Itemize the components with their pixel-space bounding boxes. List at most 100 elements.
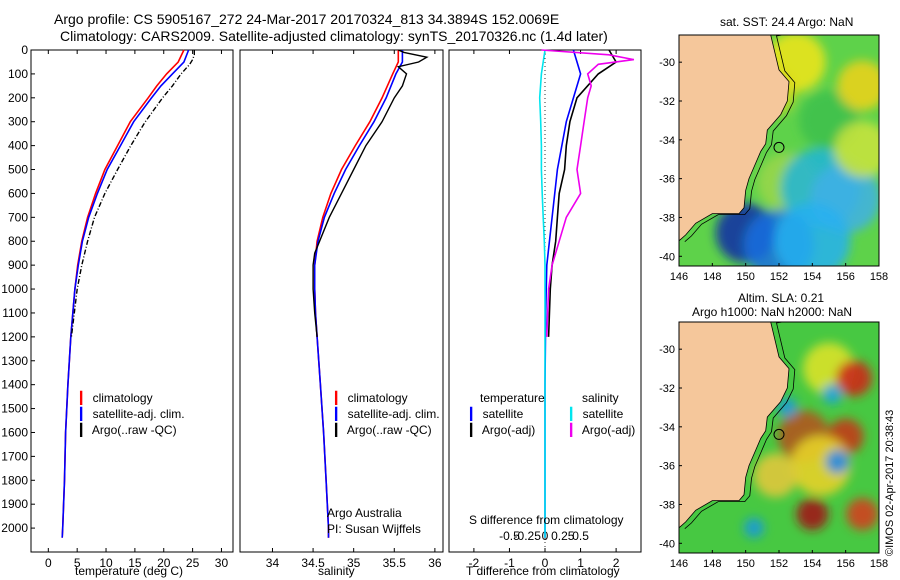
argo-location-marker <box>773 428 785 440</box>
x-tick-label: 0 <box>542 556 549 570</box>
y-tick-label: 1700 <box>1 449 28 463</box>
map-y-tick-label: -34 <box>659 422 675 434</box>
legend-t-argo: Argo(-adj) <box>481 423 536 437</box>
x-tick-label: -2 <box>469 556 480 570</box>
x-tick-label: 30 <box>215 556 229 570</box>
x-tick-label: 35.5 <box>383 556 407 570</box>
map-y-tick-label: -32 <box>659 383 675 395</box>
series-argo-raw-qc- <box>312 49 429 337</box>
legend-title-temperature: temperature <box>480 391 545 405</box>
y-tick-label: 1900 <box>1 497 28 511</box>
series-s-argo-adj- <box>541 49 635 337</box>
profile-panel-2: 34 34.5 35 35.5 36 <box>239 49 444 570</box>
map-y-tick-label: -30 <box>659 344 675 356</box>
y-tick-label: 1600 <box>1 425 28 439</box>
sal-legend: ▎ climatology ▎ satellite-adj. clim. ▎ A… <box>335 391 440 437</box>
legend-s-satellite: satellite <box>582 407 624 421</box>
isobath-line <box>684 322 796 530</box>
y-tick-label: 0 <box>21 43 28 57</box>
map-x-tick-label: 150 <box>736 271 754 283</box>
s-tick-label: 0.25 <box>551 529 575 543</box>
y-tick-label: 1000 <box>1 282 28 296</box>
land-mass <box>679 35 790 242</box>
s-tick-label: -0.25 <box>514 529 542 543</box>
map-y-tick-label: -36 <box>659 461 675 473</box>
sst-patch <box>837 60 879 111</box>
y-tick-label: 1200 <box>1 330 28 344</box>
x-tick-label: 5 <box>74 556 81 570</box>
map-y-tick-label: -40 <box>659 251 675 263</box>
map-x-tick-label: 158 <box>870 558 888 570</box>
diff-legend-salinity: salinity ▎ satellite ▎ Argo(-adj) <box>570 391 636 437</box>
y-tick-label: 1800 <box>1 473 28 487</box>
map-x-tick-label: 146 <box>670 271 688 283</box>
x-tick-label: 25 <box>186 556 200 570</box>
temp-legend: ▎ climatology ▎ satellite-adj. clim. ▎ A… <box>80 391 185 437</box>
y-tick-label: 100 <box>8 67 28 81</box>
profile-panel-3: -2 -1 0 1 2-0.5-0.25 0 0.250.5 <box>448 49 642 570</box>
y-tick-label: 2000 <box>1 521 28 535</box>
sla-patch <box>796 498 829 531</box>
diff-legend-temperature: temperature ▎ satellite ▎ Argo(-adj) <box>470 391 545 437</box>
x-tick-label: 1 <box>577 556 584 570</box>
salinity-axis-label: salinity <box>318 564 355 578</box>
sla-patch <box>744 517 764 538</box>
sla-patch <box>846 498 879 531</box>
map-field <box>679 322 879 553</box>
owner-note: Argo Australia PI: Susan Wijffels <box>327 505 421 537</box>
legend-title-salinity: salinity <box>582 391 619 405</box>
map-x-tick-label: 158 <box>870 271 888 283</box>
sla-patch <box>753 453 798 498</box>
y-tick-label: 600 <box>8 186 28 200</box>
map-y-tick-label: -34 <box>659 135 675 147</box>
series-argo-raw-qc- <box>70 50 196 337</box>
y-tick-label: 1400 <box>1 378 28 392</box>
x-tick-label: 34 <box>266 556 280 570</box>
sla-patch <box>777 397 798 418</box>
map-x-tick-label: 152 <box>770 271 788 283</box>
legend-satellite: satellite-adj. clim. <box>347 407 440 421</box>
legend-satellite: satellite-adj. clim. <box>92 407 185 421</box>
owner-org: Argo Australia <box>327 506 402 520</box>
sla-map-subtitle: Argo h1000: NaN h2000: NaN <box>692 305 853 319</box>
s-tick-label: -0.5 <box>499 529 520 543</box>
profile-panel-1: 0 5 10 15 20 25 300100200300400500600700800900… <box>1 43 234 570</box>
owner-pi: PI: Susan Wijffels <box>327 522 421 536</box>
y-tick-label: 500 <box>8 163 28 177</box>
argo-location-marker <box>773 141 785 153</box>
land-mass <box>679 322 790 529</box>
s-diff-axis-label: S difference from climatology <box>469 513 624 527</box>
panel-frame <box>239 49 444 553</box>
imos-stamp: ©IMOS 02-Apr-2017 20:38:43 <box>884 409 896 556</box>
map-x-tick-label: 148 <box>703 271 721 283</box>
map-x-tick-label: 150 <box>736 558 754 570</box>
legend-climatology: climatology <box>347 391 408 405</box>
map-y-tick-label: -30 <box>659 57 675 69</box>
map-y-tick-label: -38 <box>659 499 675 511</box>
map-x-tick-label: 148 <box>703 558 721 570</box>
s-tick-label: 0.5 <box>572 529 589 543</box>
sst-patch <box>774 202 851 266</box>
x-tick-label: 15 <box>128 556 142 570</box>
sst-map: 146 148 150 152 154 156 158 -30 -32 -34 -36 -38 -40 <box>659 34 888 283</box>
y-tick-label: 200 <box>8 91 28 105</box>
map-y-tick-label: -32 <box>659 96 675 108</box>
sla-map-title: Altim. SLA: 0.21 <box>738 291 825 305</box>
figure-title-line2: Climatology: CARS2009. Satellite-adjuste… <box>60 28 608 44</box>
y-tick-label: 300 <box>8 115 28 129</box>
figure-title-line1: Argo profile: CS 5905167_272 24-Mar-2017… <box>54 11 560 27</box>
x-tick-label: 36 <box>428 556 442 570</box>
sla-patch <box>822 383 843 404</box>
x-tick-label: -1 <box>504 556 515 570</box>
map-x-tick-label: 156 <box>836 271 854 283</box>
map-x-tick-label: 152 <box>770 558 788 570</box>
legend-climatology: climatology <box>92 391 153 405</box>
map-y-tick-label: -40 <box>659 538 675 550</box>
sla-patch <box>825 449 850 474</box>
x-tick-label: 2 <box>613 556 620 570</box>
series-s-satellite <box>538 49 546 538</box>
legend-t-satellite: satellite <box>482 407 524 421</box>
map-x-tick-label: 156 <box>836 558 854 570</box>
x-tick-label: 20 <box>157 556 171 570</box>
